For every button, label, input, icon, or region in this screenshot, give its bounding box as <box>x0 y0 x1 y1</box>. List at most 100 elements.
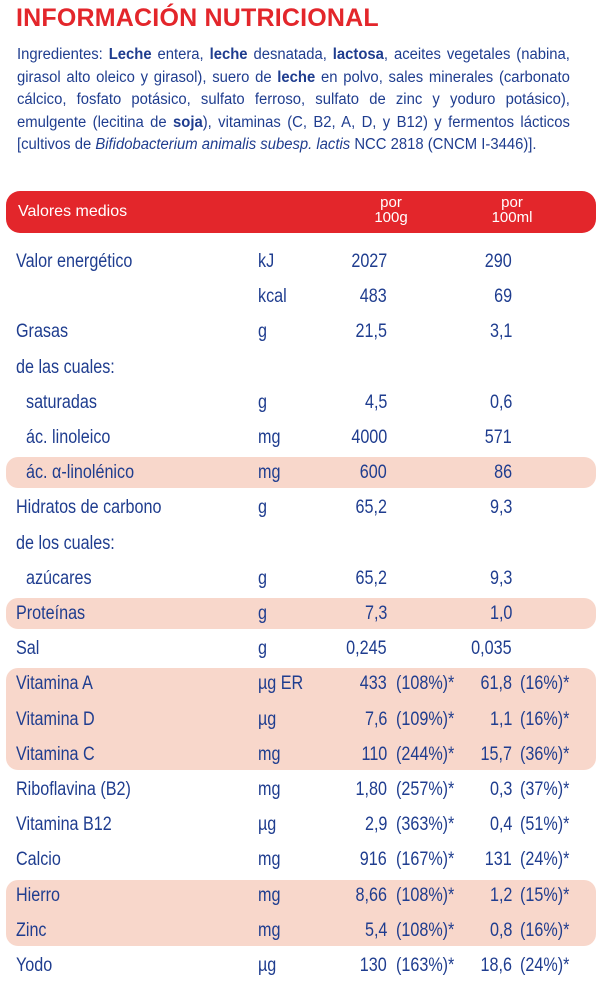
nutrient-name: Vitamina A <box>16 673 93 695</box>
highlight-band <box>6 598 596 630</box>
value-100ml: 0,4 <box>489 814 512 836</box>
nutrient-name: Sal <box>16 638 40 660</box>
percent-100ml: (15%)* <box>520 884 570 906</box>
table-row: Yodo µg 130 (163%)* 18,6 (24%)* <box>0 948 600 984</box>
ingredients-segment: ), vitaminas (C, B2, A, D, y B12) y ferm… <box>17 113 570 154</box>
header-col-100g-line2: 100g <box>374 209 408 226</box>
header-col-100g: por 100g <box>351 195 431 225</box>
table-row: de las cuales: <box>0 350 600 386</box>
value-100ml: 61,8 <box>480 673 512 695</box>
ingredients-segment: NCC 2818 (CNCM I-3446)]. <box>350 136 537 153</box>
value-100g: 2027 <box>351 251 387 272</box>
unit: kcal <box>258 286 287 308</box>
nutrient-name: Yodo <box>16 955 53 976</box>
ingredients-segment: leche <box>209 46 248 63</box>
percent-100g: (244%)* <box>396 743 455 765</box>
nutrient-name: Zinc <box>16 919 47 941</box>
unit: µg <box>258 955 277 976</box>
value-100g: 1,80 <box>355 779 387 800</box>
value-100g: 2,9 <box>364 814 387 836</box>
value-100g: 433 <box>360 673 387 695</box>
percent-100ml: (24%)* <box>520 955 570 976</box>
ingredients-paragraph: Ingredientes: Leche entera, leche desnat… <box>17 44 570 157</box>
value-100ml: 1,2 <box>489 884 512 906</box>
table-header: Valores medios por 100g por 100ml <box>6 191 596 233</box>
highlight-band <box>6 668 596 770</box>
unit: g <box>258 497 267 519</box>
unit: g <box>258 321 267 343</box>
table-row: Hierro mg 8,66 (108%)* 1,2 (15%)* <box>0 878 600 914</box>
ingredients-segment: soja <box>173 113 203 131</box>
table-row: Vitamina C mg 110 (244%)* 15,7 (36%)* <box>0 737 600 773</box>
ingredients-segment: Leche <box>108 46 152 63</box>
ingredients-segment: Ingredientes: <box>17 46 109 63</box>
unit: g <box>258 638 267 660</box>
value-100g: 8,66 <box>355 884 387 906</box>
nutrient-name: Vitamina D <box>16 708 95 730</box>
value-100g: 21,5 <box>355 321 387 343</box>
value-100g: 483 <box>360 286 387 308</box>
unit: g <box>258 391 267 413</box>
highlight-band <box>6 879 596 946</box>
highlight-band <box>6 457 596 489</box>
value-100ml: 18,6 <box>480 955 512 976</box>
value-100g: 916 <box>360 849 387 871</box>
nutrient-name: Hierro <box>16 884 60 906</box>
value-100g: 130 <box>360 955 387 976</box>
value-100ml: 9,3 <box>489 567 512 589</box>
unit: mg <box>258 849 281 871</box>
unit: kJ <box>258 251 275 272</box>
value-100ml: 15,7 <box>480 743 512 765</box>
ingredients-segment: lactosa <box>332 46 384 63</box>
value-100ml: 0,3 <box>489 779 512 800</box>
value-100ml: 0,8 <box>489 919 512 941</box>
unit: g <box>258 567 267 589</box>
ingredients-segment: leche <box>277 68 316 86</box>
nutrient-name: saturadas <box>26 391 97 413</box>
nutrient-name: Hidratos de carbono <box>16 497 162 519</box>
value-100ml: 3,1 <box>489 321 512 343</box>
percent-100g: (109%)* <box>396 708 455 730</box>
value-100g: 4,5 <box>364 391 387 413</box>
page-title: INFORMACIÓN NUTRICIONAL <box>16 4 379 32</box>
nutrient-name: Grasas <box>16 321 69 343</box>
nutrient-name: Vitamina B12 <box>16 814 112 836</box>
unit: mg <box>258 884 281 906</box>
percent-100g: (108%)* <box>396 919 455 941</box>
ingredients-segment: entera, <box>151 46 210 63</box>
table-row: Calcio mg 916 (167%)* 131 (24%)* <box>0 842 600 878</box>
percent-100ml: (16%)* <box>520 919 570 941</box>
unit: µg <box>258 708 277 730</box>
table-row: Vitamina A µg ER 433 (108%)* 61,8 (16%)* <box>0 666 600 702</box>
unit: µg <box>258 814 277 836</box>
percent-100g: (257%)* <box>396 779 455 800</box>
nutrient-name: ác. linoleico <box>26 427 111 448</box>
value-100ml: 571 <box>485 427 512 448</box>
table-row: Riboflavina (B2) mg 1,80 (257%)* 0,3 (37%)* <box>0 772 600 808</box>
value-100g: 5,4 <box>364 919 387 941</box>
value-100g: 7,3 <box>364 603 387 624</box>
value-100g: 65,2 <box>355 567 387 589</box>
value-100ml: 9,3 <box>489 497 512 519</box>
table-row: Valor energético kJ 2027 290 <box>0 244 600 280</box>
value-100ml: 0,6 <box>489 391 512 413</box>
unit: mg <box>258 427 281 448</box>
value-100ml: 290 <box>485 251 512 272</box>
header-col-100ml: por 100ml <box>472 195 552 225</box>
table-row: ác. α-linolénico mg 600 86 <box>0 455 600 491</box>
ingredients-segment: en polvo, sales minerales (carbonato cál… <box>17 68 570 131</box>
ingredients-segment: , aceites vegetales (nabina, girasol alt… <box>17 46 570 86</box>
value-100ml: 1,1 <box>489 708 512 730</box>
value-100ml: 131 <box>485 849 512 871</box>
nutrient-name: ác. α-linolénico <box>26 462 135 484</box>
table-row: Proteínas g 7,3 1,0 <box>0 596 600 632</box>
value-100ml: 0,035 <box>471 638 512 660</box>
percent-100ml: (16%)* <box>520 673 570 695</box>
table-row: Zinc mg 5,4 (108%)* 0,8 (16%)* <box>0 913 600 949</box>
table-row: Sal g 0,245 0,035 <box>0 631 600 667</box>
table-row: azúcares g 65,2 9,3 <box>0 561 600 597</box>
nutrient-name: Riboflavina (B2) <box>16 779 131 800</box>
nutrient-name: de los cuales: <box>16 532 115 554</box>
table-row: Hidratos de carbono g 65,2 9,3 <box>0 490 600 526</box>
table-row: de los cuales: <box>0 526 600 562</box>
